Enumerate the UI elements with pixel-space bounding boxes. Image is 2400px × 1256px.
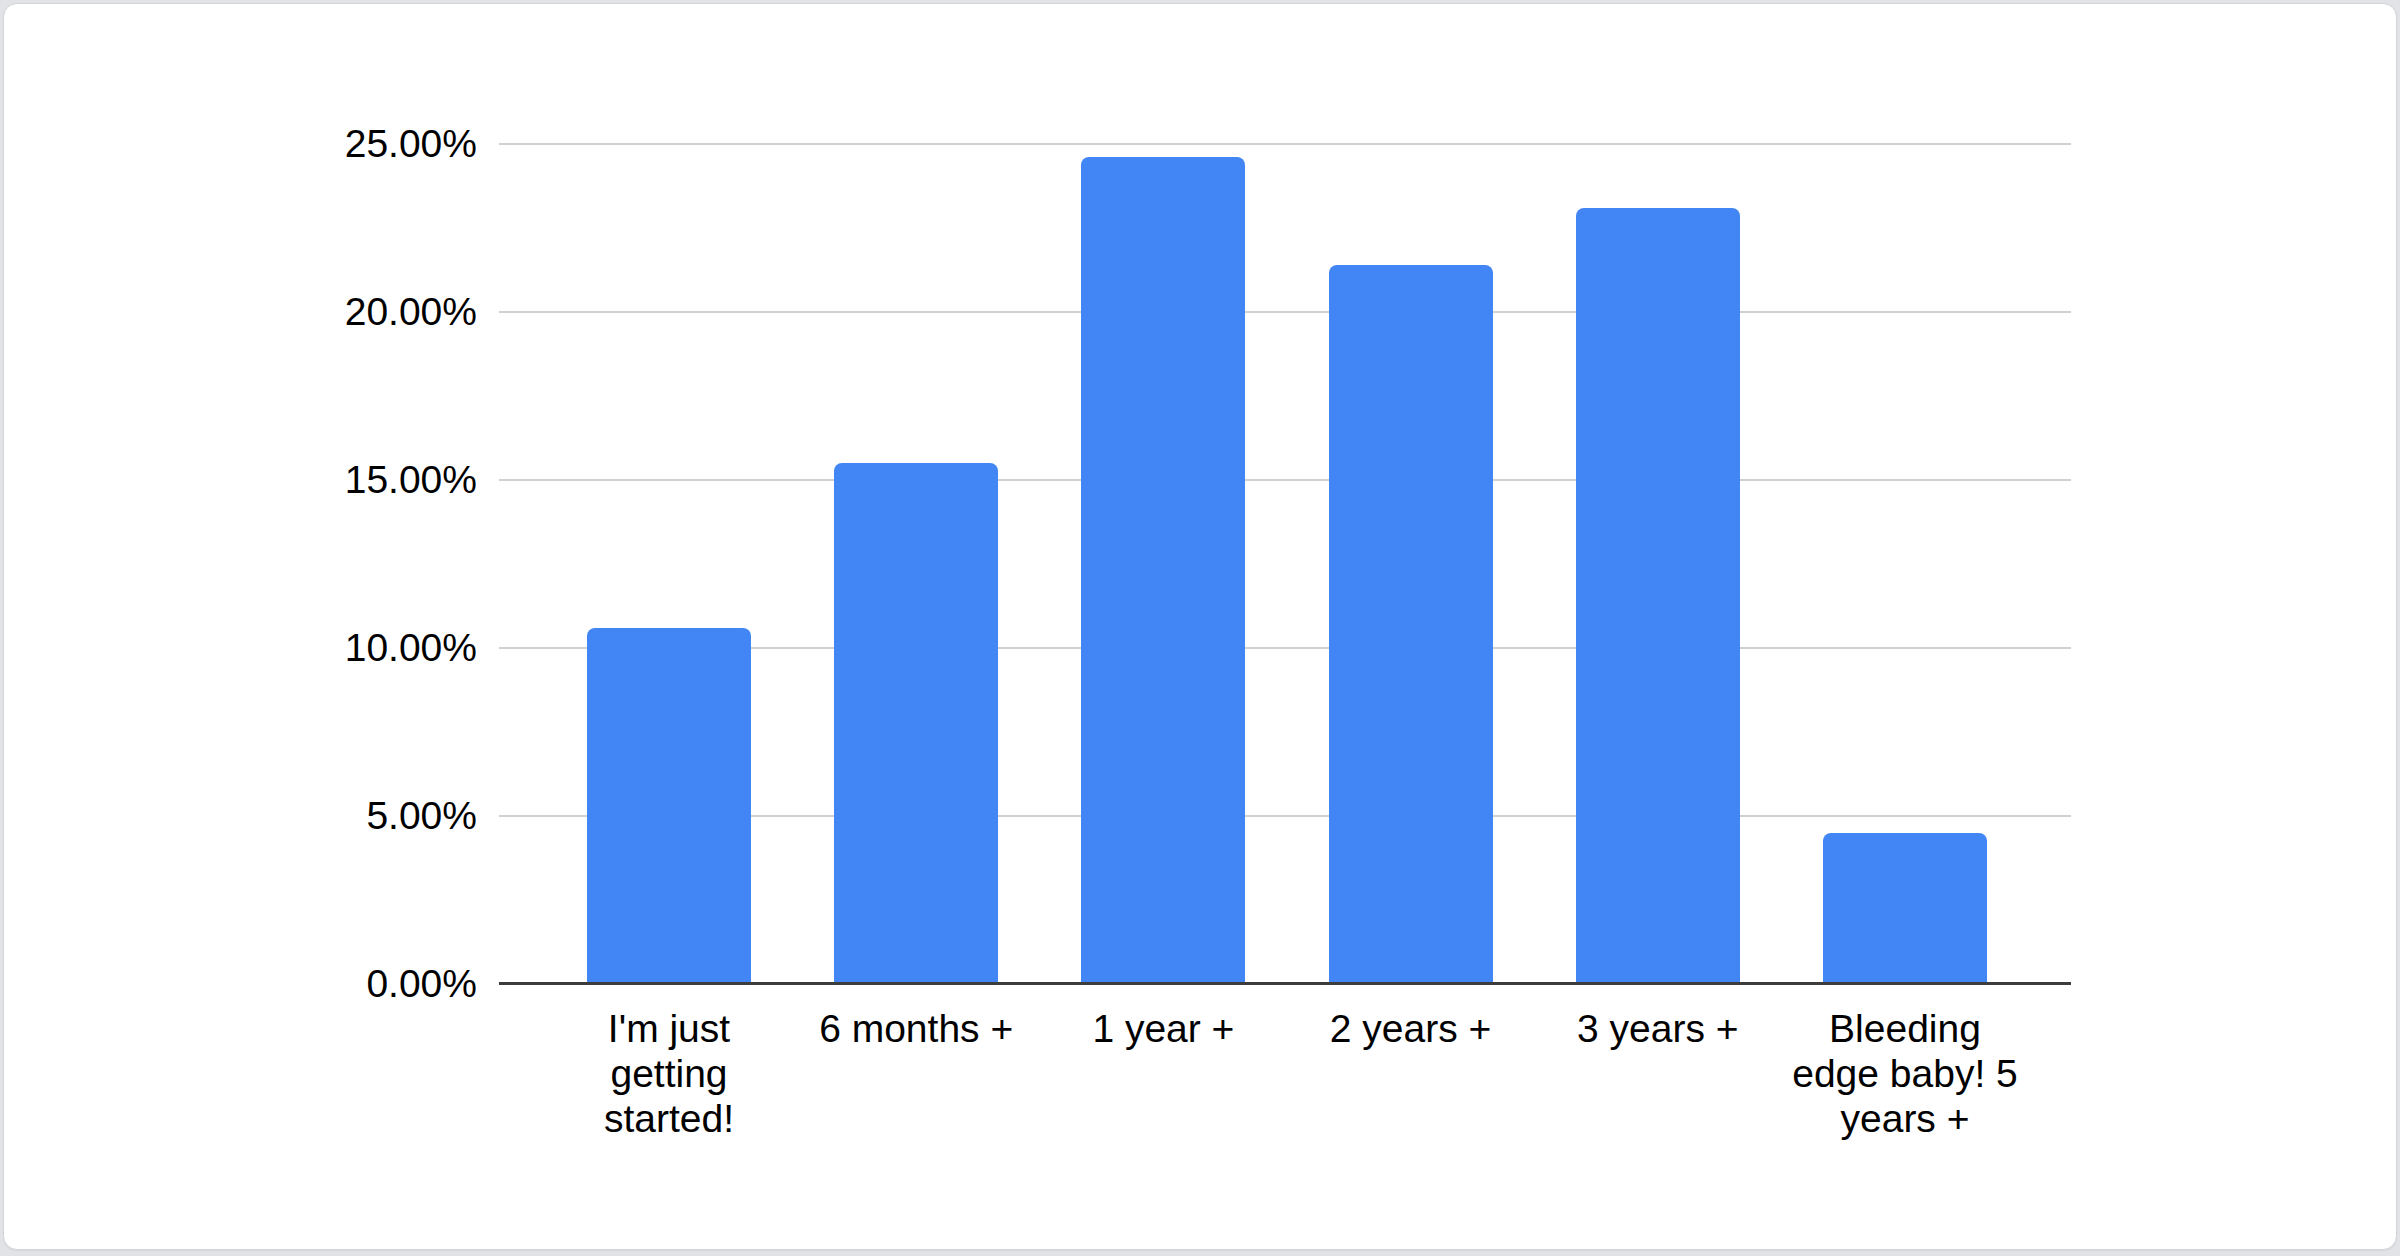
- y-axis-tick-label: 25.00%: [157, 120, 477, 168]
- y-axis-tick-label: 10.00%: [157, 624, 477, 672]
- bar-4[interactable]: [1329, 265, 1493, 984]
- plot-area: [499, 144, 2071, 984]
- x-axis-line: [499, 982, 2071, 985]
- y-axis-tick-label: 15.00%: [157, 456, 477, 504]
- bar-5[interactable]: [1576, 208, 1740, 984]
- y-axis-tick-label: 5.00%: [157, 792, 477, 840]
- bar-2[interactable]: [834, 463, 998, 984]
- bar-1[interactable]: [587, 628, 751, 984]
- y-axis-tick-label: 20.00%: [157, 288, 477, 336]
- y-gridline: [499, 311, 2071, 313]
- x-axis-category-label: 6 months +: [799, 1006, 1034, 1051]
- x-axis-category-label: I'm just getting started!: [552, 1006, 787, 1141]
- chart-card: 25.00% 20.00% 15.00% 10.00% 5.00% 0.00% I'm j…: [3, 3, 2397, 1250]
- y-gridline: [499, 479, 2071, 481]
- y-axis-tick-label: 0.00%: [157, 960, 477, 1008]
- x-axis-category-label: 3 years +: [1540, 1006, 1775, 1051]
- bar-6[interactable]: [1823, 833, 1987, 984]
- bar-3[interactable]: [1081, 157, 1245, 984]
- x-axis-category-label: Bleeding edge baby! 5 years +: [1788, 1006, 2023, 1141]
- y-gridline: [499, 143, 2071, 145]
- x-axis-category-label: 1 year +: [1046, 1006, 1281, 1051]
- page-background: 25.00% 20.00% 15.00% 10.00% 5.00% 0.00% I'm j…: [0, 0, 2400, 1256]
- x-axis-category-label: 2 years +: [1293, 1006, 1528, 1051]
